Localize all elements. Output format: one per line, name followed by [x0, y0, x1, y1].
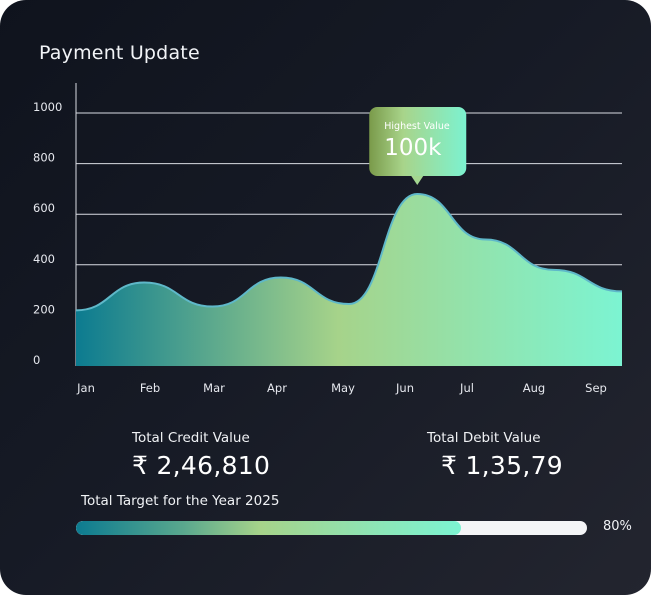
data-point-sep: [622, 291, 623, 292]
x-tick-label: May: [331, 381, 355, 395]
data-point-feb: [144, 282, 145, 283]
x-tick-label: Sep: [585, 381, 607, 395]
card-title: Payment Update: [39, 42, 200, 64]
area-fill: [76, 193, 622, 366]
y-tick-label: 0: [33, 353, 40, 367]
data-point-jul: [485, 239, 486, 240]
area-line: [75, 192, 623, 312]
tooltip-value: 100k: [384, 135, 442, 161]
payment-area-chart: 0 200 400 600 800 1000 Jan Feb Mar Apr May Jun Jul A…: [33, 83, 623, 395]
tooltip-pointer: [411, 176, 424, 185]
data-point-may: [349, 304, 350, 305]
target-progress-track: [76, 521, 587, 535]
tooltip-label: Highest Value: [384, 121, 450, 132]
y-tick-label: 200: [33, 302, 55, 316]
debit-label: Total Debit Value: [427, 430, 541, 446]
target-progress-fill: [76, 521, 461, 535]
data-point-apr: [280, 277, 281, 278]
x-tick-label: Jun: [395, 381, 414, 395]
debit-value: ₹ 1,35,79: [441, 451, 563, 480]
x-tick-label: Jul: [459, 381, 474, 395]
data-point-aug: [553, 269, 554, 270]
y-tick-label: 800: [33, 151, 55, 165]
credit-label: Total Credit Value: [132, 430, 250, 446]
target-progress-percent: 80%: [603, 519, 632, 534]
x-tick-label: Feb: [140, 381, 160, 395]
x-tick-label: Aug: [523, 381, 545, 395]
y-tick-label: 1000: [33, 100, 62, 114]
data-point-jan: [76, 310, 77, 311]
credit-value: ₹ 2,46,810: [132, 451, 271, 480]
tooltip-box: [369, 107, 467, 176]
x-tick-label: Apr: [267, 381, 287, 395]
data-point-jun: [417, 193, 418, 194]
y-tick-label: 600: [33, 201, 55, 215]
target-label: Total Target for the Year 2025: [81, 493, 280, 509]
x-tick-label: Jan: [76, 381, 95, 395]
data-point-mar: [212, 306, 213, 307]
y-tick-label: 400: [33, 252, 55, 266]
x-tick-label: Mar: [203, 381, 225, 395]
